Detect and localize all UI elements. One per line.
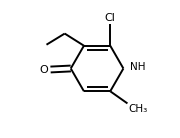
- Text: CH₃: CH₃: [129, 104, 148, 114]
- Text: NH: NH: [130, 63, 146, 72]
- Text: Cl: Cl: [105, 13, 116, 23]
- Text: O: O: [40, 64, 49, 75]
